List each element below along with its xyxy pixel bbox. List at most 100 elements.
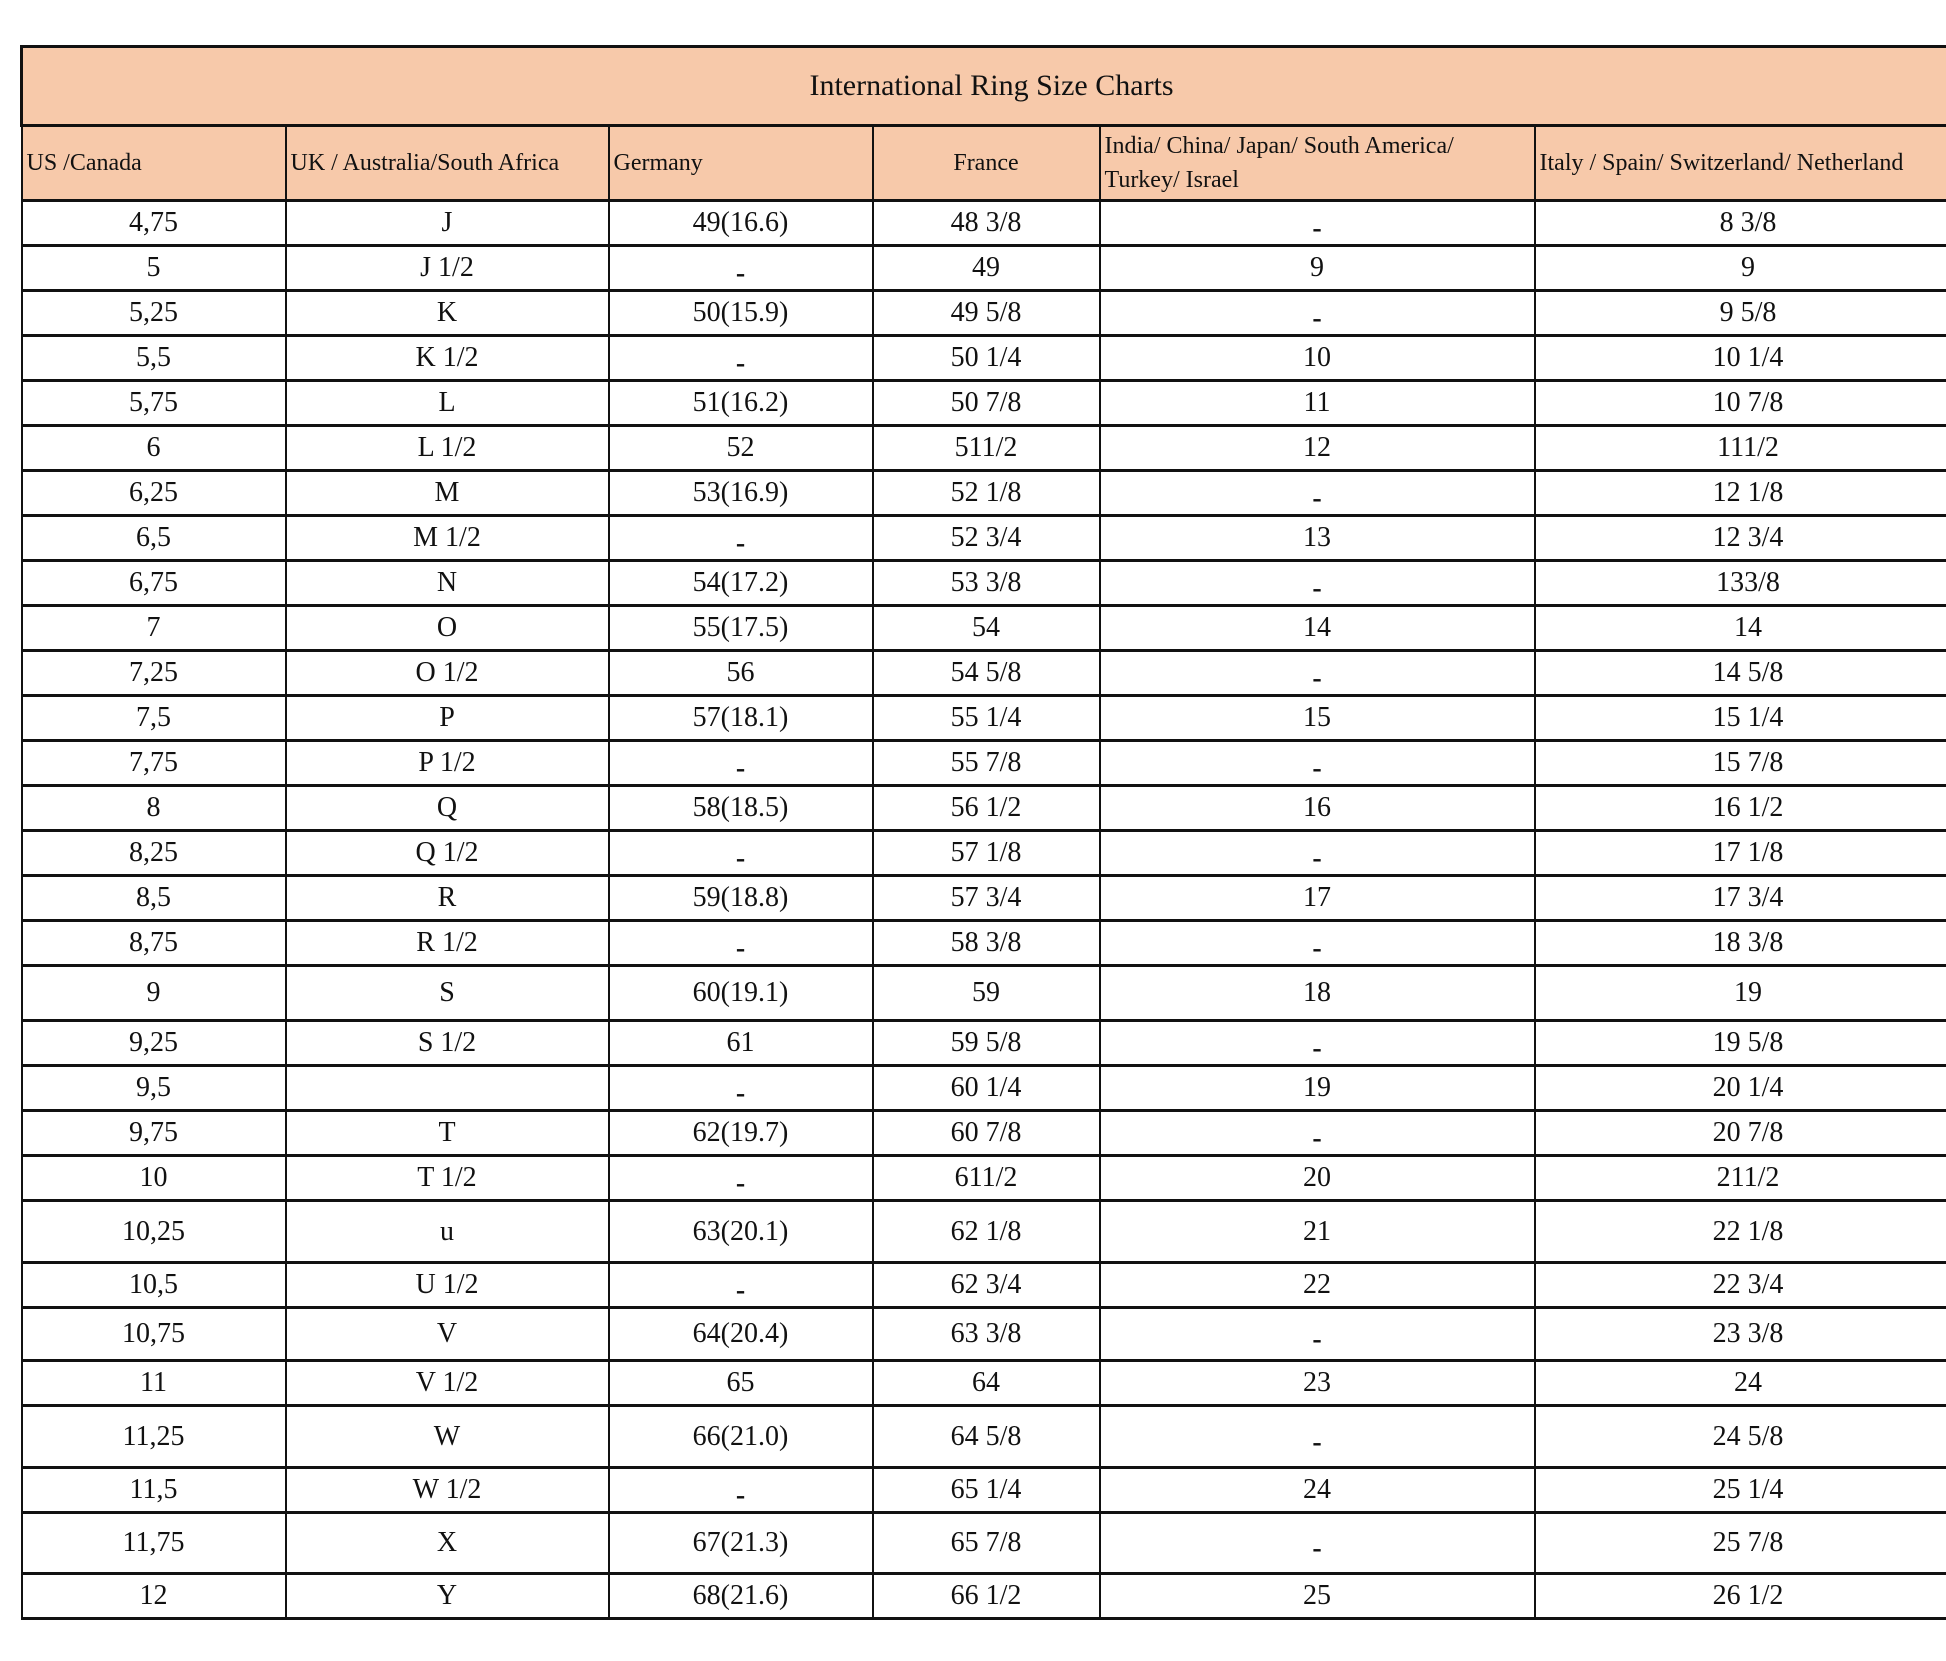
cell-value: U 1/2 [415,1269,479,1300]
cell-uk: L 1/2 [284,424,610,472]
cell-uk: U 1/2 [284,1261,610,1309]
cell-france: 54 [871,604,1101,652]
cell-value: S [439,977,455,1008]
cell-value: W 1/2 [412,1474,482,1505]
cell-india: 18 [1098,964,1536,1022]
cell-uk: S [284,964,610,1022]
cell-india: - [1098,199,1536,247]
cell-germany: 59(18.8) [607,874,874,922]
cell-italy: 111/2 [1533,424,1946,472]
table-row: 4,75 J 49(16.6) 48 3/8 - 8 3/8 [20,199,1946,247]
cell-india: 17 [1098,874,1536,922]
col-header-us: US /Canada [20,124,287,202]
ring-size-table: International Ring Size Charts US /Canad… [19,45,1946,1620]
cell-value: T [438,1117,456,1148]
cell-india: - [1098,1306,1536,1362]
cell-value: - [735,1168,746,1199]
cell-value: - [1312,303,1322,334]
cell-value: 22 1/8 [1712,1215,1784,1247]
cell-india: 10 [1098,334,1536,382]
cell-value: 51(16.2) [692,387,789,418]
cell-value: 22 3/4 [1712,1269,1784,1300]
table-row: 11,5 W 1/2 - 65 1/4 24 25 1/4 [20,1466,1946,1514]
table-row: 5,25 K 50(15.9) 49 5/8 - 9 5/8 [20,289,1946,337]
cell-value: - [1312,1324,1322,1355]
cell-uk: S 1/2 [284,1019,610,1067]
cell-value: O [436,612,458,643]
cell-us: 11,75 [20,1511,287,1575]
cell-value: - [1312,753,1322,784]
table-row: 10,25 u 63(20.1) 62 1/8 21 22 1/8 [20,1199,1946,1264]
cell-value: 25 7/8 [1712,1527,1784,1558]
cell-us: 7,25 [20,649,287,697]
cell-germany: 64(20.4) [607,1306,874,1362]
cell-value: 211/2 [1716,1162,1780,1193]
cell-value: 17 3/4 [1712,882,1784,913]
cell-value: N [436,567,458,598]
cell-germany: 55(17.5) [607,604,874,652]
cell-us: 5,75 [20,379,287,427]
cell-germany: - [607,1466,874,1514]
cell-india: - [1098,649,1536,697]
cell-value: 57(18.1) [692,702,789,733]
cell-us: 7,5 [20,694,287,742]
cell-value: 11 [1303,387,1331,418]
col-header-india: India/ China/ Japan/ South America/ Turk… [1098,124,1536,202]
cell-value: 8 [146,792,161,823]
cell-value: 64 [972,1367,1000,1398]
cell-value: 22 [1303,1269,1331,1300]
cell-india: - [1098,289,1536,337]
cell-value: V [436,1318,458,1349]
cell-value: 52 1/8 [950,477,1022,508]
cell-value: 24 [1734,1367,1763,1398]
cell-value: Y [436,1580,458,1611]
cell-value: 7,5 [136,702,171,733]
cell-value: 20 [1303,1162,1331,1193]
cell-value: 5,25 [129,297,178,328]
cell-value: 11 [140,1367,167,1398]
cell-us: 10,5 [20,1261,287,1309]
cell-value: P [439,702,455,733]
cell-value: 55 1/4 [950,702,1022,733]
cell-germany: 50(15.9) [607,289,874,337]
cell-value: 19 [1303,1072,1331,1103]
cell-value: 9 5/8 [1719,297,1777,328]
cell-germany: 52 [607,424,874,472]
cell-value: 53 3/8 [950,567,1022,598]
cell-us: 12 [20,1572,287,1620]
cell-germany: - [607,739,874,787]
cell-france: 60 7/8 [871,1109,1101,1157]
cell-italy: 17 3/4 [1533,874,1946,922]
cell-value: - [735,528,746,559]
cell-uk: O [284,604,610,652]
cell-value: 62 1/8 [950,1215,1022,1247]
cell-italy: 12 3/4 [1533,514,1946,562]
cell-value: 16 [1303,792,1331,823]
table-row: 9,25 S 1/2 61 59 5/8 - 19 5/8 [20,1019,1946,1067]
cell-italy: 25 1/4 [1533,1466,1946,1514]
cell-value: 26 1/2 [1712,1580,1784,1611]
table-row: 7,75 P 1/2 - 55 7/8 - 15 7/8 [20,739,1946,787]
cell-france: 54 5/8 [871,649,1101,697]
cell-value: 23 [1303,1367,1331,1398]
cell-value: - [735,1275,746,1306]
cell-value: 55 7/8 [950,747,1022,778]
cell-value: L [438,387,456,418]
table-row: 10,75 V 64(20.4) 63 3/8 - 23 3/8 [20,1306,1946,1362]
cell-italy: 10 7/8 [1533,379,1946,427]
cell-italy: 17 1/8 [1533,829,1946,877]
cell-value: 63(20.1) [692,1215,789,1247]
cell-france: 53 3/8 [871,559,1101,607]
cell-value: 10 7/8 [1712,387,1784,418]
cell-value: 20 1/4 [1712,1072,1784,1103]
cell-value: 11,5 [129,1474,178,1505]
table-row: 7,25 O 1/2 56 54 5/8 - 14 5/8 [20,649,1946,697]
cell-italy: 22 1/8 [1533,1199,1946,1264]
cell-uk: Q 1/2 [284,829,610,877]
cell-italy: 22 3/4 [1533,1261,1946,1309]
cell-value: 10,75 [122,1318,185,1349]
cell-france: 511/2 [871,424,1101,472]
cell-value: 52 3/4 [950,522,1022,553]
cell-uk: W 1/2 [284,1466,610,1514]
cell-value: 14 [1734,612,1763,643]
